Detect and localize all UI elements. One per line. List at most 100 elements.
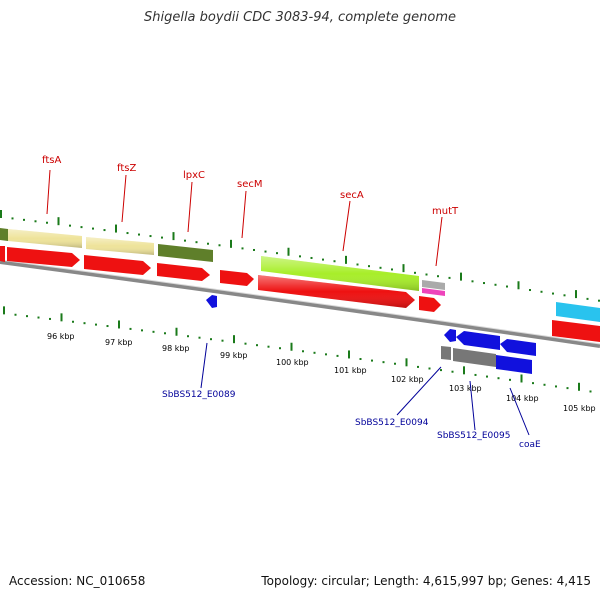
minor-tick <box>448 276 451 279</box>
minor-tick <box>586 297 589 300</box>
minor-tick <box>529 289 531 292</box>
leader-SbBS512_E0094 <box>396 366 442 416</box>
major-tick <box>230 239 232 248</box>
label-coaE[interactable]: coaE <box>519 440 541 450</box>
outer-tick-track <box>0 210 600 302</box>
gene-feature-coaE-top[interactable] <box>500 339 536 356</box>
label-ftsZ[interactable]: ftsZ <box>117 163 136 174</box>
minor-tick <box>72 320 74 323</box>
minor-tick <box>451 370 454 373</box>
gene-feature-blue-small[interactable] <box>444 329 456 342</box>
minor-tick <box>34 220 37 223</box>
gene-feature-SbBS512_E0095[interactable] <box>496 355 532 374</box>
minor-tick <box>437 275 439 278</box>
label-SbBS512_E0094[interactable]: SbBS512_E0094 <box>355 418 429 428</box>
minor-tick <box>103 229 106 232</box>
minor-tick <box>532 382 534 385</box>
leader-lpxC <box>187 181 193 233</box>
major-tick <box>345 255 347 264</box>
minor-tick <box>37 316 40 319</box>
leader-ftsZ <box>121 174 127 223</box>
minor-tick <box>313 351 316 354</box>
minor-tick <box>26 315 28 318</box>
minor-tick <box>256 344 258 347</box>
minor-tick <box>207 242 209 245</box>
leader-ftsA <box>46 169 51 215</box>
gene-feature-mutT-grey[interactable] <box>422 280 445 290</box>
major-tick <box>290 342 293 351</box>
minor-tick <box>49 317 51 320</box>
minor-tick <box>322 258 324 261</box>
cds-arrow-secM[interactable] <box>220 270 254 286</box>
minor-tick <box>253 248 255 251</box>
minor-tick <box>69 224 71 227</box>
minor-tick <box>11 217 14 220</box>
major-tick <box>520 374 523 383</box>
kbp-label: 104 kbp <box>506 394 539 403</box>
gene-feature-mutT-pink[interactable] <box>422 288 445 296</box>
kbp-label: 105 kbp <box>563 404 596 413</box>
gene-feature-grey-b[interactable] <box>453 348 496 367</box>
minor-tick <box>241 247 244 250</box>
gene-feature-cyan-right[interactable] <box>556 302 600 322</box>
kbp-label: 101 kbp <box>334 366 367 375</box>
reverse-gene-row <box>206 295 536 374</box>
minor-tick <box>149 235 152 238</box>
cds-arrow-lpxC[interactable] <box>157 263 210 281</box>
gene-feature-grey-a[interactable] <box>441 346 451 360</box>
minor-tick <box>417 365 419 368</box>
major-tick <box>517 281 520 290</box>
minor-tick <box>368 265 370 268</box>
label-SbBS512_E0095[interactable]: SbBS512_E0095 <box>437 431 510 441</box>
label-secM[interactable]: secM <box>237 179 263 190</box>
minor-tick <box>382 361 385 364</box>
label-ftsA[interactable]: ftsA <box>42 155 61 166</box>
minor-tick <box>195 241 198 244</box>
leader-secA <box>342 200 351 252</box>
cds-arrow-ftsA[interactable] <box>7 247 80 267</box>
cds-arrow-mutT[interactable] <box>419 296 441 312</box>
minor-tick <box>126 232 129 235</box>
minor-tick <box>540 290 543 293</box>
minor-tick <box>244 342 247 345</box>
cds-arrow-right[interactable] <box>552 320 600 342</box>
genome-backbone <box>0 260 600 348</box>
minor-tick <box>161 236 163 239</box>
label-lpxC[interactable]: lpxC <box>183 170 205 181</box>
leader-secM <box>241 190 247 239</box>
genome-summary: Topology: circular; Length: 4,615,997 bp… <box>261 574 591 588</box>
minor-tick <box>152 330 155 333</box>
major-tick <box>57 217 60 226</box>
minor-tick <box>471 280 474 283</box>
minor-tick <box>379 266 382 269</box>
gene-feature-olive-left[interactable] <box>0 228 8 241</box>
minor-tick <box>46 221 48 224</box>
leader-SbBS512_E0089 <box>200 342 208 389</box>
minor-tick <box>391 268 393 271</box>
inner-tick-track <box>3 306 592 393</box>
kbp-label: 98 kbp <box>162 344 190 353</box>
minor-tick <box>552 292 554 295</box>
label-mutT[interactable]: mutT <box>432 206 459 217</box>
major-tick <box>0 210 2 218</box>
label-secA[interactable]: secA <box>340 190 364 201</box>
gene-feature-SbBS512_E0094[interactable] <box>456 331 500 350</box>
minor-tick <box>483 282 485 285</box>
gene-feature-SbBS512_E0089[interactable] <box>206 295 217 308</box>
minor-tick <box>543 383 546 386</box>
gene-feature-lpxC[interactable] <box>158 244 213 262</box>
label-SbBS512_E0089[interactable]: SbBS512_E0089 <box>162 390 236 400</box>
major-tick <box>115 224 117 233</box>
minor-tick <box>164 332 166 335</box>
minor-tick <box>555 385 557 388</box>
minor-tick <box>138 233 140 236</box>
minor-tick <box>394 362 396 365</box>
cds-arrow-0[interactable] <box>0 246 5 262</box>
minor-tick <box>414 271 416 274</box>
major-tick <box>460 272 462 281</box>
cds-arrow-ftsZ[interactable] <box>84 255 151 275</box>
minor-tick <box>279 347 281 350</box>
minor-tick <box>563 294 566 297</box>
minor-tick <box>221 339 224 342</box>
